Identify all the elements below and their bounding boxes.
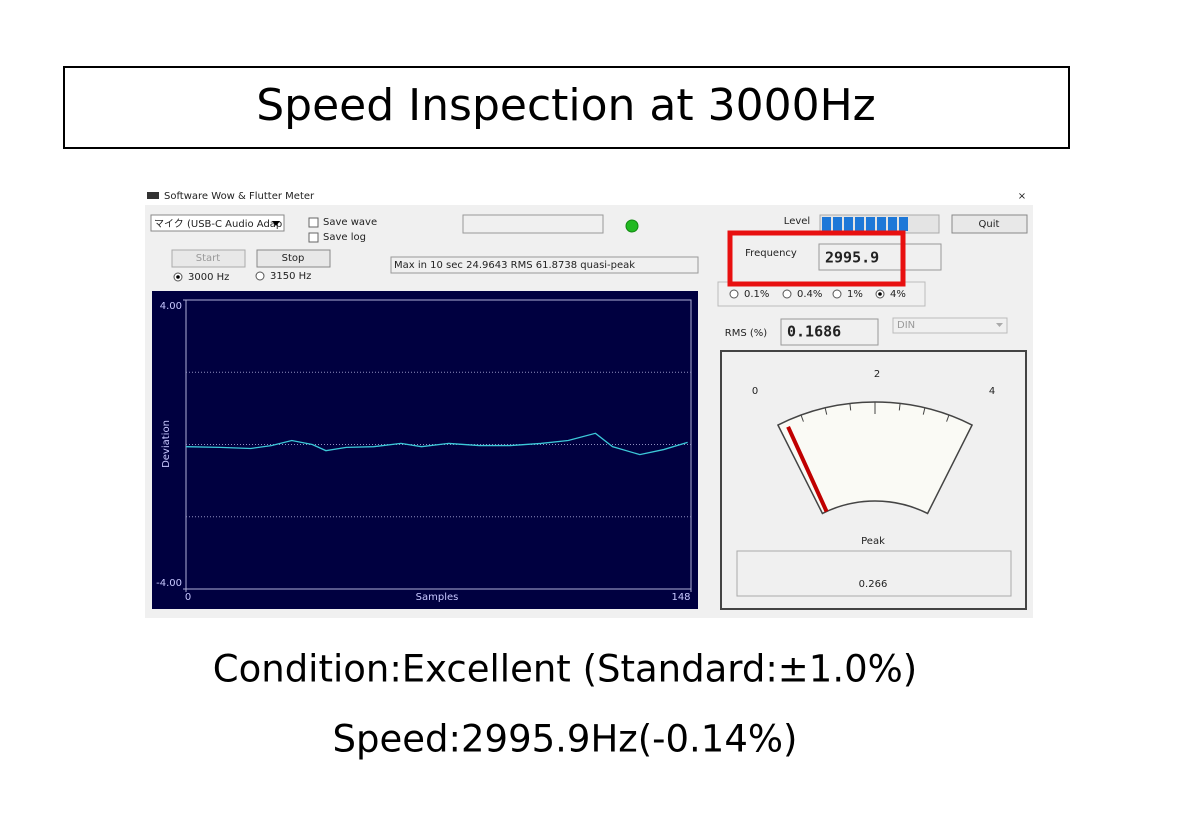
title-bar [145,187,1033,205]
deviation-line [185,432,688,456]
plot: 4.00 -4.000 148 Samples Deviation [156,299,692,603]
x-tick-label: 0 [185,592,191,603]
y-axis-label: Deviation [161,420,172,468]
controls: Save wave Save log 3000 Hz 3150 Hz 0.1% 0.4% 1… [173,217,906,300]
gauge-tick [849,403,852,411]
y-tick-label: -4.00 [156,578,182,589]
highlight-box [727,230,906,287]
stop-label: Stop [282,253,305,264]
radio-dot [176,275,180,279]
window-title: Software Wow & Flutter Meter [164,191,315,202]
radio[interactable] [782,289,792,299]
radio-label: 3000 Hz [188,272,229,283]
gauge-tick [824,407,828,415]
radio[interactable] [729,289,739,299]
quit-label: Quit [979,219,1000,230]
level-segment [877,217,886,231]
radio-label: 1% [847,289,863,300]
peak-box [736,550,1012,597]
gauge-tick [946,414,950,422]
dropdown-arrow [996,323,1003,327]
radio-label: 3150 Hz [270,271,311,282]
level-segment [866,217,875,231]
radio-label: 0.4% [797,289,822,300]
frequency-value: 2995.9 [825,249,879,267]
speed: Speed:2995.9Hz(-0.14%) [333,718,798,761]
quit-button[interactable] [951,214,1028,234]
condition: Condition:Excellent (Standard:±1.0%) [213,648,917,691]
gauge-label: 0 [752,386,758,397]
start-label: Start [196,253,221,264]
device-name: マイク (USB-C Audio Adap [154,218,282,230]
frequency-box [818,243,942,271]
gauge-tick [777,424,784,436]
radio[interactable] [832,289,842,299]
radio-label: 4% [890,289,906,300]
level-segments [822,217,908,231]
gauge-tick [922,407,926,415]
peak-value: 0.266 [859,579,888,590]
level-segment [855,217,864,231]
rms-value: 0.1686 [787,323,841,341]
y-tick-label: 4.00 [160,301,182,312]
level-segment [888,217,897,231]
radio[interactable] [255,271,265,281]
meter: 0 2 4 [752,369,995,515]
device-select[interactable] [150,214,285,232]
empty-field [462,214,604,234]
checkbox[interactable] [308,232,319,243]
status-text: Max in 10 sec 24.9643 RMS 61.8738 quasi-… [394,260,635,271]
gauge-tick [800,414,804,422]
level-segment [844,217,853,231]
dropdown-arrow [272,221,280,226]
level-segment [833,217,842,231]
frequency-label: Frequency [745,248,797,259]
status-box [390,256,699,274]
checkbox-label: Save wave [323,217,377,228]
rms-box [780,318,879,346]
gauge-label: 2 [874,369,880,380]
level-segment [899,217,908,231]
status-led [625,219,639,233]
close-button[interactable]: × [1018,191,1026,202]
stop-button[interactable] [256,249,331,268]
radio-dot [878,292,882,296]
checkbox[interactable] [308,217,319,228]
needle [786,426,829,513]
start-button[interactable] [171,249,246,268]
x-tick-label: 148 [671,592,690,603]
radio-label: 0.1% [744,289,769,300]
weighting-value: DIN [897,320,915,331]
gauge-tick [966,424,973,436]
level-segment [822,217,831,231]
title-box [63,66,1070,149]
level-label: Level [784,216,810,227]
weighting-select[interactable] [892,317,1008,334]
gauge-tick [898,403,901,411]
plot-background [152,291,698,609]
rms-label: RMS (%) [725,328,768,339]
peak-label: Peak [861,536,885,547]
gauge-label: 4 [989,386,995,397]
checkbox-label: Save log [323,232,366,243]
slide-title: Speed Inspection at 3000Hz [256,80,876,131]
app-icon [147,192,159,199]
x-axis-label: Samples [416,592,459,603]
